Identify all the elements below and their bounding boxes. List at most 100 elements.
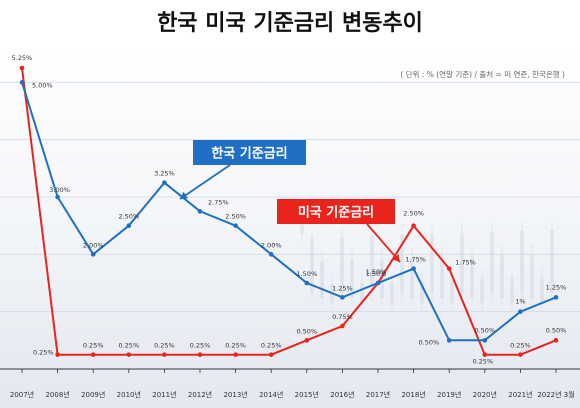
data-point [411,266,416,271]
series-line [21,67,557,356]
data-label: 0.50% [546,326,567,334]
data-point [268,252,274,257]
data-label: 0.50% [474,326,495,334]
data-label: 1.25% [546,283,567,291]
data-label: 2.75% [208,198,229,206]
callout-arrow-line [366,223,401,263]
data-point [304,280,310,286]
data-label: 0.25% [33,349,54,357]
data-point [126,223,132,228]
data-label: 0.25% [225,342,246,350]
data-point [19,80,25,85]
x-tick-label: 2011년 [152,390,176,399]
decor-candle [540,277,544,303]
decor-candle [520,231,524,293]
x-tick-label: 2014년 [259,390,283,399]
data-label: 0.25% [118,342,139,350]
decor-candle [550,230,554,293]
data-label: 1.75% [405,256,426,264]
decor-candle [420,281,424,303]
data-label: 2.50% [225,213,246,221]
background-decoration [300,205,554,311]
data-point [197,209,203,214]
data-point [340,323,345,329]
data-label: 3.25% [154,170,175,178]
decor-candle [310,238,314,293]
data-label: 0.25% [510,342,531,350]
x-tick-label: 2013년 [223,390,247,399]
data-label: 0.25% [154,342,175,350]
x-tick-label: 2009년 [81,390,105,399]
x-tick-label: 2018년 [401,390,425,399]
x-axis: 2007년 2008년 2009년 2010년 2011년 2012년 2013년 2014년… [0,368,580,399]
data-label: 2.00% [261,241,282,249]
data-label: 1.50% [366,268,387,276]
data-point [518,309,523,314]
data-label: 5.25% [12,54,33,62]
data-label: 0.25% [190,342,211,350]
decor-candle [430,234,434,293]
decor-candle [320,261,324,298]
data-point [518,352,523,357]
x-tick-label: 2007년 [10,390,34,399]
data-point [482,338,488,343]
data-label: 1.25% [332,284,353,292]
data-point [268,352,274,357]
decor-candle [500,255,504,298]
x-tick-label: 2020년 [473,390,497,399]
legend-label: 한국 기준금리 [211,146,287,162]
decor-candle [490,232,494,293]
data-label: 0.25% [83,342,104,350]
grid-lines [0,81,580,313]
data-label: 3.00% [49,186,70,194]
x-tick-label: 2012년 [188,390,212,399]
chart-title: 한국 미국 기준금리 변동추이 [157,11,423,36]
data-point [340,295,345,300]
x-tick-label: 2010년 [117,390,141,399]
decor-candle [480,279,484,303]
data-point [482,352,488,357]
data-point [126,352,132,357]
decor-candle [470,256,474,298]
decor-candle [340,237,344,293]
data-point [233,352,238,357]
decor-candle [530,254,534,298]
data-point [553,295,559,300]
data-label: 2.50% [403,210,424,218]
data-label: 1.75% [455,259,476,267]
x-tick-label: 2016년 [330,390,354,399]
x-tick-label: 2017년 [366,390,390,399]
data-point [304,338,310,343]
legend-box [193,140,306,165]
data-point [55,194,60,200]
decor-candle [400,235,404,293]
series-line [21,82,557,342]
decor-candle [440,257,444,298]
series-layer: 5.00% 3.00% 2.00% 2.50% 3.25% 2.75% 2.50% 2.00%… [12,54,567,366]
decor-candle [370,236,374,293]
callout-arrow-head [180,191,189,199]
legend-box [277,199,395,224]
data-label: 0.25% [261,342,282,350]
decor-candle [390,282,394,303]
x-tick-label: 2015년 [295,390,319,399]
decor-candle [460,233,464,293]
x-tick-label: 2022년 3월 [537,390,574,399]
data-point [19,65,25,71]
data-point [233,223,238,228]
data-label: 0.25% [472,358,493,366]
data-point [553,338,559,343]
data-label: 1% [515,298,525,306]
data-label: 1.50% [366,270,387,278]
decor-candle [510,278,514,303]
decor-candle [380,259,384,298]
data-point [375,280,381,286]
data-point [90,352,96,357]
data-point [446,338,452,343]
decor-candle [360,283,364,303]
data-label: 1.50% [296,270,317,278]
x-tick-label: 2021년 [508,390,532,399]
data-point [411,223,416,228]
data-point [162,180,167,185]
